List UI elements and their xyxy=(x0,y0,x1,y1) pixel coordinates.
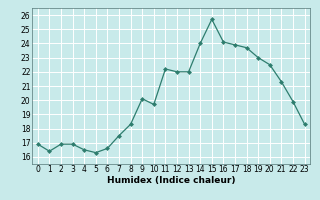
X-axis label: Humidex (Indice chaleur): Humidex (Indice chaleur) xyxy=(107,176,236,185)
